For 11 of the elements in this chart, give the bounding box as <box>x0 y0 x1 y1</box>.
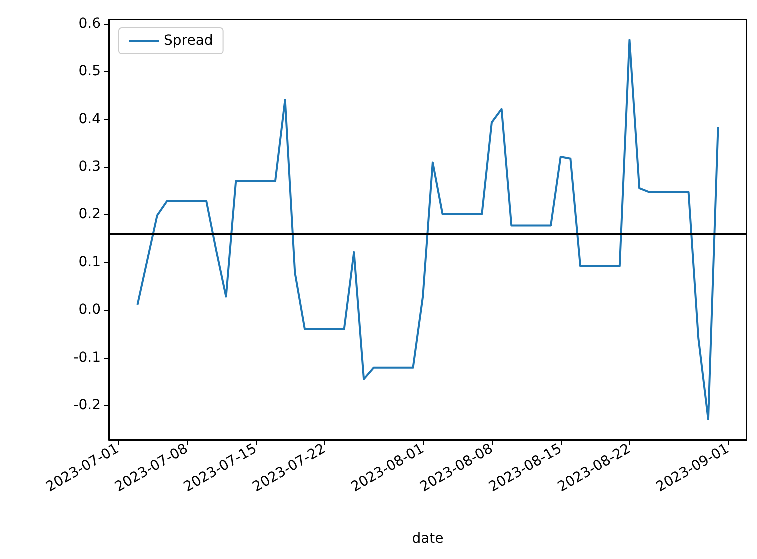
y-tick-label: 0.3 <box>78 159 101 175</box>
y-tick-label: -0.1 <box>74 350 101 366</box>
y-tick-label: 0.4 <box>78 111 102 128</box>
y-tick-label: -0.2 <box>74 398 101 414</box>
y-tick-label: 0.0 <box>78 302 101 318</box>
y-tick-label: 0.1 <box>78 254 101 270</box>
y-tick-label: 0.6 <box>78 16 102 32</box>
legend-label: Spread <box>164 33 214 49</box>
x-axis-title: date <box>412 531 444 547</box>
y-tick-label: 0.5 <box>78 64 101 80</box>
y-tick-label: 0.2 <box>78 206 101 223</box>
